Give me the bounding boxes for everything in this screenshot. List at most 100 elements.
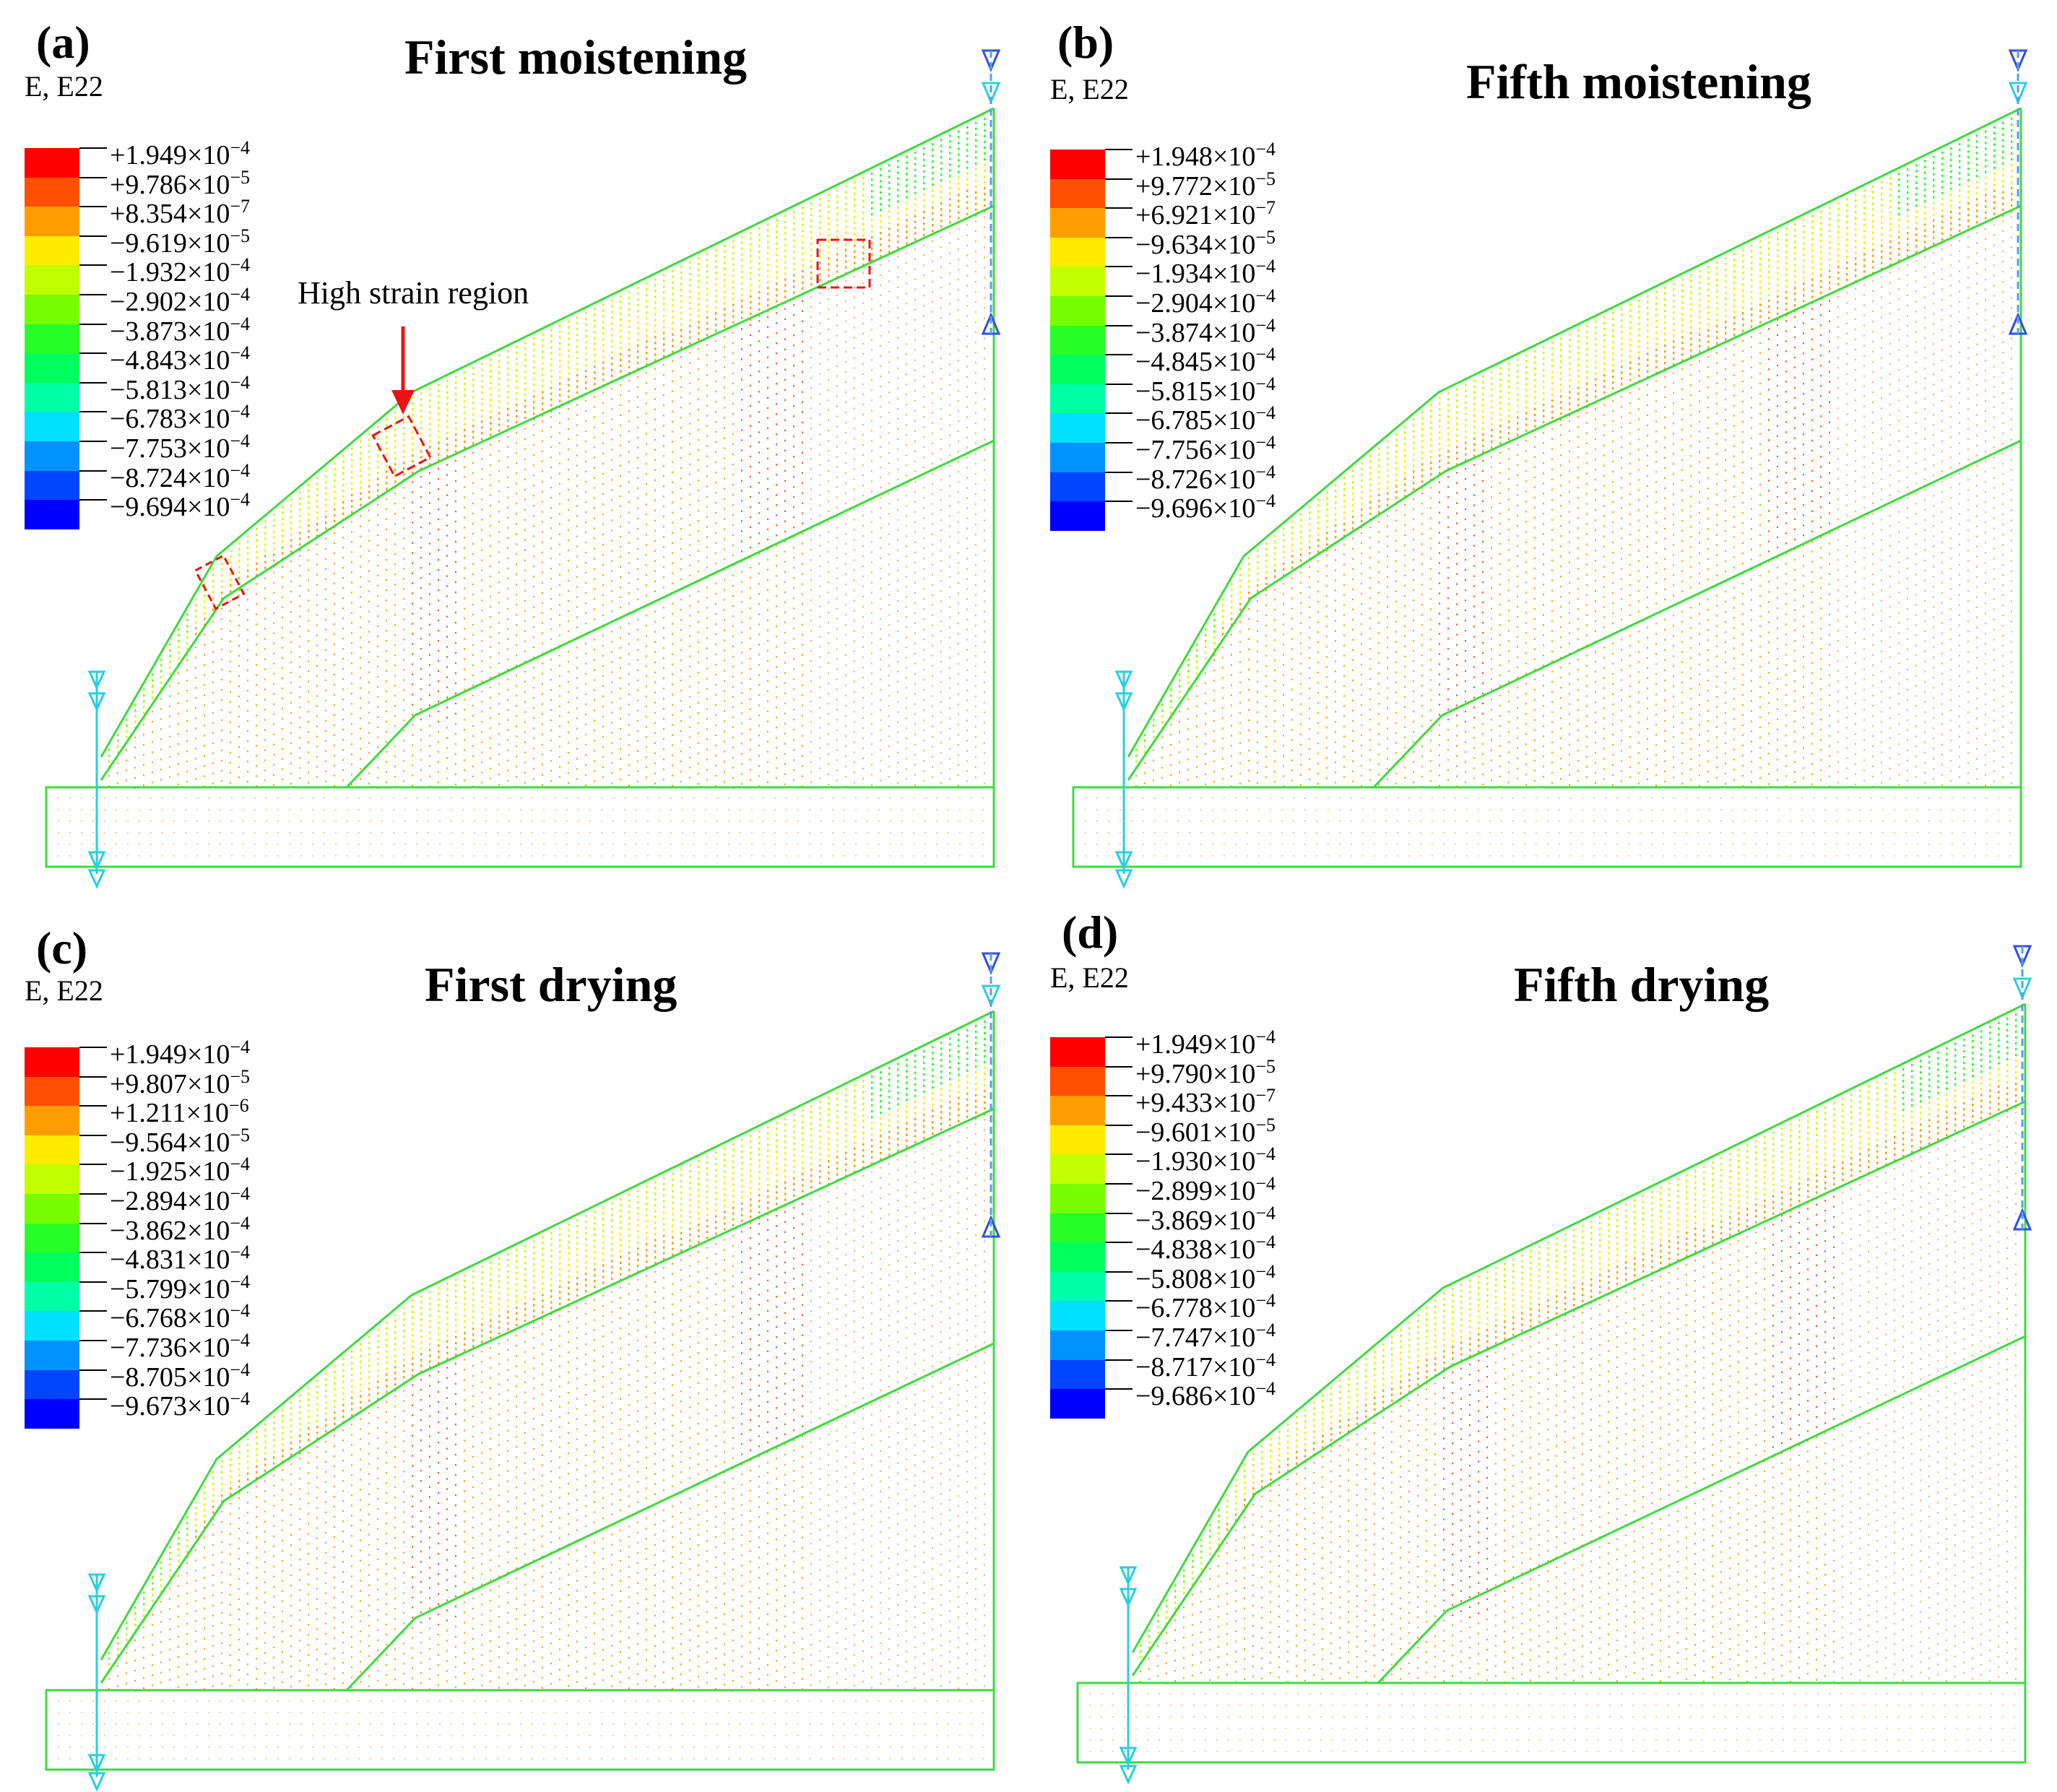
strain-point [715, 562, 716, 565]
strain-point [758, 785, 760, 787]
strain-point [793, 268, 795, 271]
strain-point [342, 477, 345, 481]
strain-point [620, 295, 622, 298]
strain-point [247, 730, 248, 732]
strain-point [195, 687, 196, 689]
strain-point [507, 527, 508, 529]
strain-point [845, 202, 847, 205]
strain-point [784, 318, 786, 320]
strain-point [620, 300, 622, 303]
strain-point [108, 748, 111, 752]
strain-point [368, 701, 370, 704]
strain-point [862, 363, 864, 365]
strain-point [784, 389, 786, 391]
strain-point [412, 397, 414, 399]
strain-point [810, 306, 812, 308]
strain-point [975, 725, 976, 728]
strain-point [880, 709, 881, 711]
strain-point [854, 227, 856, 230]
strain-point [880, 628, 881, 631]
strain-point [594, 527, 595, 529]
strain-point [854, 221, 856, 224]
strain-point [871, 713, 872, 715]
strain-point [368, 479, 371, 482]
strain-point [888, 594, 890, 596]
strain-point [368, 711, 370, 714]
strain-point [533, 677, 534, 679]
strain-point [724, 670, 725, 672]
strain-point [914, 703, 916, 705]
strain-point [446, 615, 448, 618]
strain-point [828, 194, 830, 196]
strain-point [290, 702, 292, 704]
strain-point [611, 722, 612, 724]
strain-point [758, 285, 761, 288]
strain-point [767, 241, 769, 243]
strain-point [455, 421, 457, 425]
strain-point [542, 561, 543, 563]
strain-point [325, 509, 327, 513]
strain-point [516, 776, 517, 778]
strain-point [880, 304, 881, 307]
strain-point [914, 531, 916, 533]
strain-point [386, 619, 387, 622]
strain-point [984, 157, 986, 161]
strain-point [880, 719, 881, 722]
strain-point [845, 290, 846, 293]
strain-point [195, 604, 197, 607]
strain-point [828, 349, 829, 351]
strain-point [654, 620, 656, 623]
strain-point [602, 412, 604, 415]
strain-point [299, 767, 300, 769]
strain-point [186, 700, 188, 702]
strain-point [958, 309, 959, 311]
strain-point [264, 638, 266, 640]
strain-point [481, 397, 483, 400]
strain-point [758, 290, 761, 294]
strain-point [611, 499, 612, 501]
strain-point [906, 184, 908, 187]
strain-point [325, 760, 326, 762]
strain-point [368, 509, 370, 511]
strain-point [663, 337, 665, 340]
strain-point [854, 458, 855, 460]
strain-point [394, 446, 397, 449]
strain-point [524, 468, 526, 470]
strain-point [880, 779, 881, 782]
strain-point [290, 641, 292, 644]
strain-point [888, 634, 890, 636]
strain-point [533, 737, 534, 740]
strain-point [906, 727, 907, 730]
strain-point [351, 672, 352, 675]
strain-point [628, 532, 630, 534]
strain-point [871, 241, 873, 245]
strain-point [568, 782, 569, 784]
strain-point [689, 443, 690, 445]
strain-point [940, 337, 942, 339]
strain-point [984, 317, 985, 319]
strain-point [923, 210, 925, 214]
strain-point [576, 404, 578, 406]
strain-point [914, 460, 916, 462]
strain-point [984, 378, 985, 380]
strain-point [975, 665, 976, 667]
strain-point [854, 407, 855, 410]
strain-point [429, 457, 431, 460]
strain-point [741, 287, 743, 291]
strain-point [602, 705, 604, 708]
strain-point [637, 487, 638, 489]
strain-point [576, 606, 578, 608]
strain-point [256, 633, 257, 636]
strain-point [325, 669, 326, 671]
strain-point [507, 557, 508, 559]
strain-point [914, 470, 916, 472]
strain-point [663, 657, 664, 659]
strain-point [932, 154, 934, 157]
strain-point [914, 203, 917, 207]
strain-point [282, 586, 283, 589]
strain-point [784, 278, 787, 281]
strain-point [663, 536, 664, 538]
strain-point [282, 523, 284, 526]
strain-point [412, 663, 413, 665]
strain-point [377, 756, 378, 759]
